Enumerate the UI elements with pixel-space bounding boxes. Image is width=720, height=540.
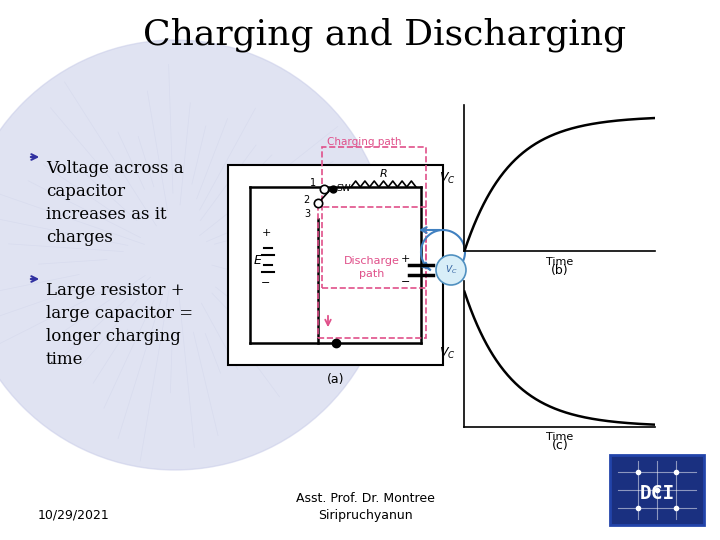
Text: (a): (a) — [327, 373, 344, 386]
Text: (b): (b) — [551, 264, 569, 277]
Text: +: + — [261, 228, 271, 238]
Text: Voltage across a
capacitor
increases as it
charges: Voltage across a capacitor increases as … — [46, 160, 184, 246]
Text: 2: 2 — [304, 195, 310, 205]
Y-axis label: $\mathit{V}_C$: $\mathit{V}_C$ — [439, 171, 456, 186]
Text: 3: 3 — [304, 209, 310, 219]
Text: DCI: DCI — [639, 484, 675, 503]
Y-axis label: $\mathit{V}_C$: $\mathit{V}_C$ — [439, 346, 456, 361]
Text: −: − — [401, 277, 410, 287]
Bar — [322, 147, 426, 288]
Circle shape — [436, 255, 466, 285]
Text: (c): (c) — [552, 439, 568, 453]
Text: R: R — [379, 169, 387, 179]
Text: −: − — [261, 278, 271, 288]
Text: 10/29/2021: 10/29/2021 — [38, 509, 109, 522]
Text: Charging path: Charging path — [327, 137, 402, 147]
Text: $V_C$: $V_C$ — [445, 264, 457, 276]
Bar — [228, 165, 443, 365]
Text: Large resistor +
large capacitor =
longer charging
time: Large resistor + large capacitor = longe… — [46, 282, 193, 368]
Circle shape — [0, 40, 390, 470]
X-axis label: Time: Time — [546, 256, 573, 267]
Bar — [318, 207, 426, 338]
Text: +: + — [401, 254, 410, 264]
X-axis label: Time: Time — [546, 432, 573, 442]
Text: SW: SW — [336, 184, 351, 193]
Text: E: E — [254, 253, 262, 267]
Text: C: C — [436, 265, 444, 275]
Text: Asst. Prof. Dr. Montree
Siripruchyanun: Asst. Prof. Dr. Montree Siripruchyanun — [296, 492, 434, 522]
Text: Discharge
path: Discharge path — [344, 256, 400, 279]
Text: 1: 1 — [310, 178, 316, 188]
Text: Charging and Discharging: Charging and Discharging — [143, 18, 626, 52]
